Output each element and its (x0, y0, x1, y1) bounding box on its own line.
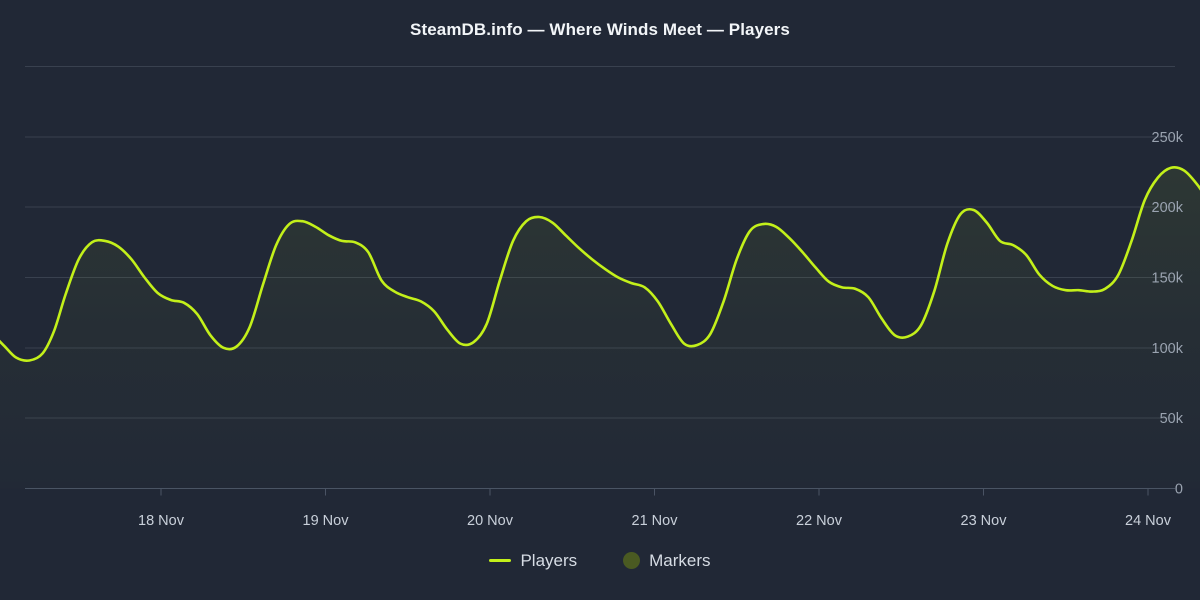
legend-item-markers[interactable]: Markers (623, 551, 711, 570)
y-tick-label-100k: 100k (1152, 341, 1184, 357)
players-line (0, 166, 1200, 362)
markers-dot-swatch-icon (623, 552, 641, 569)
x-axis-labels: 18 Nov 19 Nov 20 Nov 21 Nov 22 Nov 23 No… (138, 513, 1172, 529)
x-axis-tickmarks (160, 488, 1149, 496)
chart-title: SteamDB.info — Where Winds Meet — Player… (410, 20, 790, 39)
x-tick-label-23-nov: 23 Nov (961, 513, 1008, 529)
legend-label-markers: Markers (649, 551, 711, 570)
chart-legend: Players Markers (0, 552, 1200, 569)
x-tick-label-20-nov: 20 Nov (467, 513, 514, 529)
x-tick-label-21-nov: 21 Nov (632, 513, 679, 529)
legend-label-players: Players (520, 551, 578, 570)
y-tick-label-200k: 200k (1152, 200, 1184, 216)
x-tick-label-18-nov: 18 Nov (138, 513, 185, 529)
y-tick-label-150k: 150k (1152, 271, 1184, 287)
y-tick-label-250k: 250k (1152, 130, 1184, 146)
y-tick-label-50k: 50k (1160, 411, 1184, 427)
x-tick-label-19-nov: 19 Nov (303, 513, 350, 529)
y-tick-label-0: 0 (1175, 482, 1183, 498)
x-tick-label-22-nov: 22 Nov (796, 513, 843, 529)
players-line-swatch-icon (489, 559, 512, 562)
legend-item-players[interactable]: Players (489, 552, 577, 569)
players-area-fill (0, 167, 1200, 489)
x-tick-label-24-nov: 24 Nov (1125, 513, 1172, 529)
y-axis-labels: 250k 200k 150k 100k 50k 0 (1152, 130, 1184, 498)
